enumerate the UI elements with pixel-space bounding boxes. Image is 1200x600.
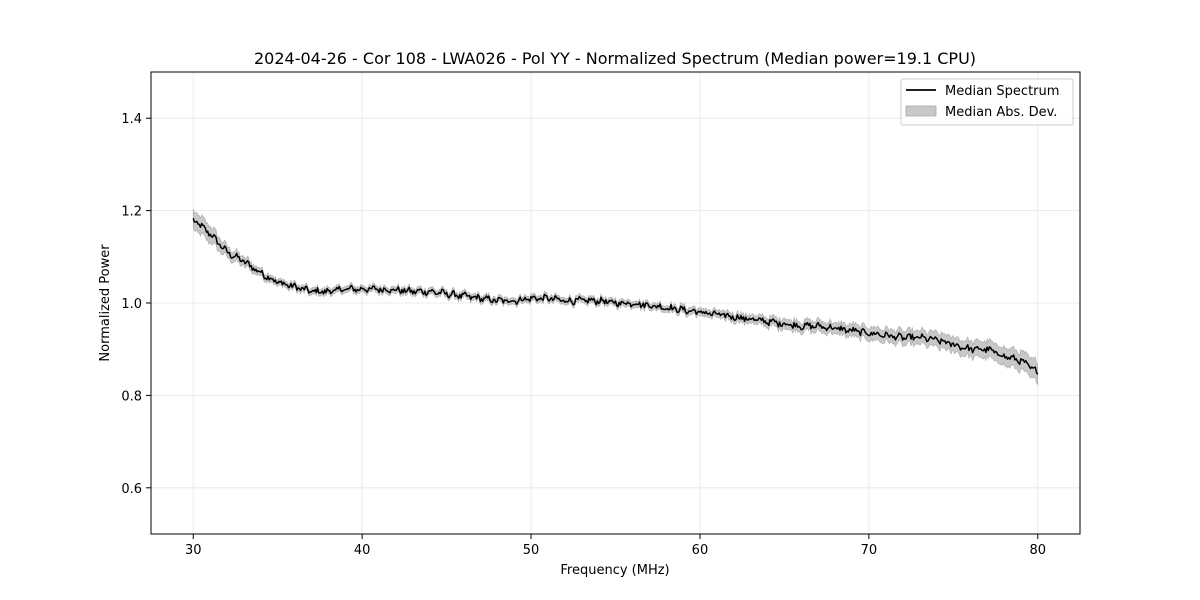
legend-label-median-spectrum: Median Spectrum bbox=[945, 84, 1059, 99]
x-tick-label: 40 bbox=[354, 543, 371, 558]
mad-band-group bbox=[192, 208, 1039, 386]
x-axis-ticks: 30 40 50 60 70 80 bbox=[185, 534, 1046, 558]
median-line-group bbox=[192, 217, 1039, 375]
legend: Median Spectrum Median Abs. Dev. bbox=[900, 78, 1074, 126]
y-tick-label: 1.4 bbox=[121, 112, 142, 127]
x-tick-label: 30 bbox=[185, 543, 202, 558]
chart-title: 2024-04-26 - Cor 108 - LWA026 - Pol YY -… bbox=[254, 49, 976, 68]
x-tick-label: 60 bbox=[692, 543, 709, 558]
y-tick-label: 0.6 bbox=[121, 482, 142, 497]
x-tick-label: 50 bbox=[523, 543, 540, 558]
y-axis-ticks: 0.6 0.8 1.0 1.2 1.4 bbox=[121, 112, 151, 497]
y-axis-label: Normalized Power bbox=[98, 244, 113, 362]
mad-band bbox=[192, 208, 1039, 386]
y-tick-label: 1.2 bbox=[121, 205, 142, 220]
median-spectrum-line bbox=[192, 217, 1039, 375]
x-tick-label: 80 bbox=[1029, 543, 1046, 558]
y-tick-label: 1.0 bbox=[121, 297, 142, 312]
x-tick-label: 70 bbox=[861, 543, 878, 558]
y-tick-label: 0.8 bbox=[121, 389, 142, 404]
legend-label-median-abs-dev: Median Abs. Dev. bbox=[945, 105, 1057, 120]
legend-band-swatch bbox=[905, 105, 937, 117]
x-axis-label: Frequency (MHz) bbox=[560, 563, 669, 578]
legend-box bbox=[900, 78, 1074, 126]
